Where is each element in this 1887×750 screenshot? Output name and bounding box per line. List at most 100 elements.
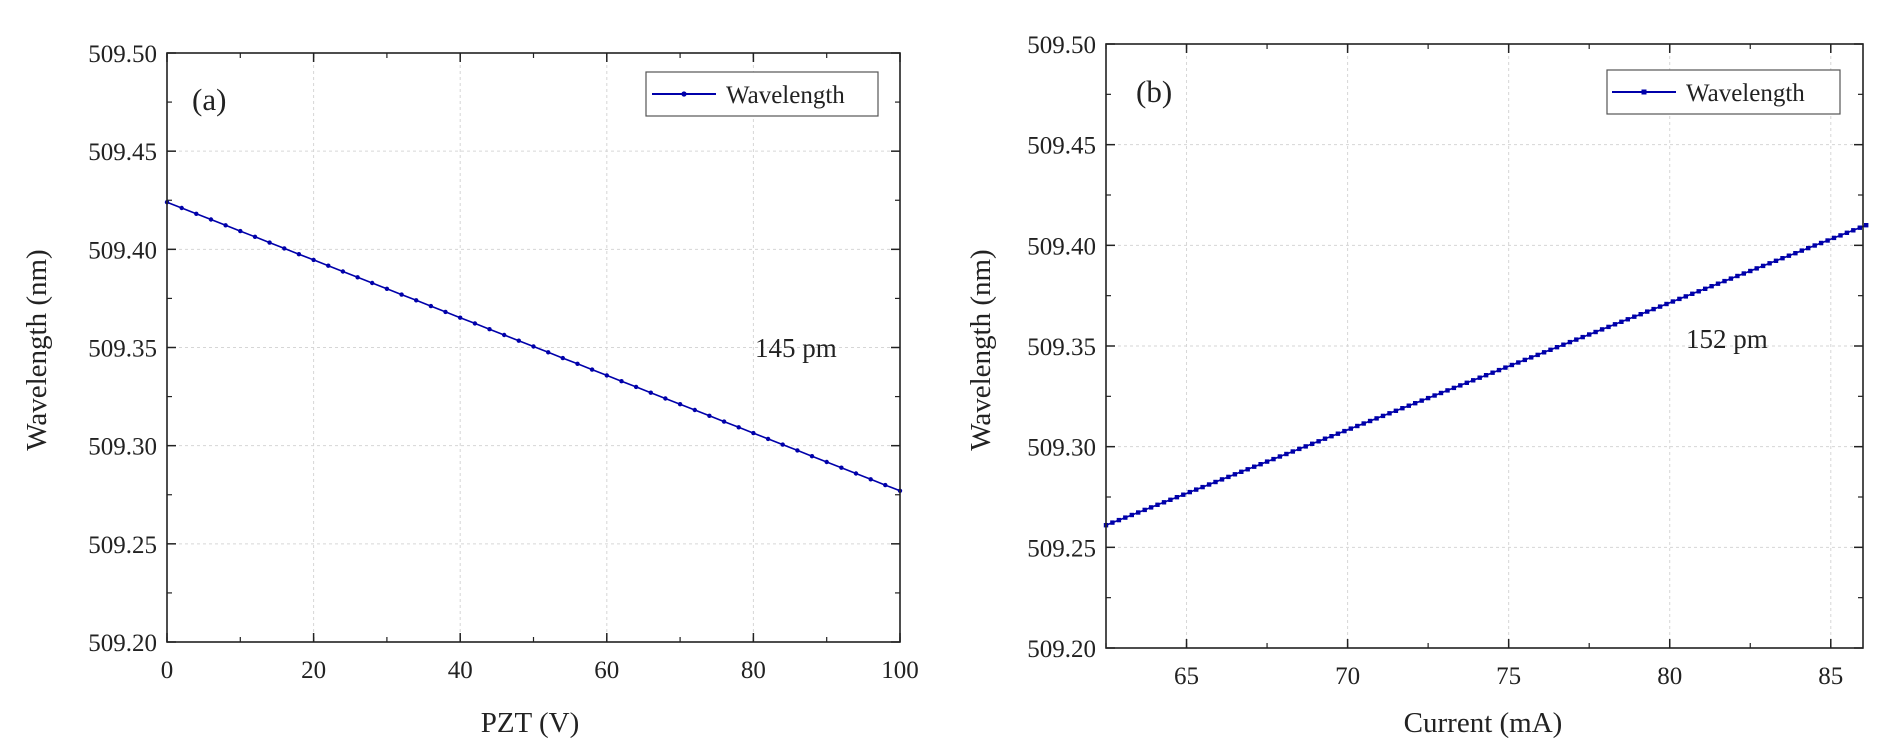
data-point-b <box>1818 240 1824 246</box>
data-point-b <box>1522 357 1527 363</box>
y-axis-label-b: Wavelength (nm) <box>965 249 997 450</box>
data-point-a <box>677 402 683 407</box>
data-point-a <box>311 257 316 263</box>
data-point-b <box>1677 296 1682 302</box>
data-point-b <box>1413 401 1418 406</box>
data-point-b <box>1780 256 1785 261</box>
data-point-b <box>1451 385 1457 391</box>
data-point-b <box>1638 312 1643 317</box>
data-point-b <box>1728 276 1734 281</box>
data-point-b <box>1181 492 1186 497</box>
data-point-a <box>575 361 580 366</box>
data-point-a <box>355 275 360 280</box>
data-point-b <box>1400 406 1405 411</box>
data-point-b <box>1529 355 1534 360</box>
data-point-b <box>1838 233 1843 238</box>
data-point-b <box>1161 500 1167 505</box>
data-point-b <box>1767 261 1772 266</box>
data-point-b <box>1329 434 1334 439</box>
annotation-a: 145 pm <box>755 333 837 363</box>
data-point-b <box>1361 421 1366 426</box>
data-point-b <box>1812 243 1817 248</box>
data-point-b <box>1825 238 1830 243</box>
x-tick-label-a: 60 <box>594 657 619 684</box>
data-point-b <box>1297 446 1302 452</box>
data-point-b <box>1786 253 1792 258</box>
data-point-b <box>1703 286 1708 291</box>
data-point-b <box>1593 329 1598 335</box>
data-point-b <box>1148 505 1154 510</box>
data-point-b <box>1335 431 1341 436</box>
data-point-b <box>1464 380 1469 385</box>
y-tick-label-a: 509.45 <box>88 139 157 166</box>
data-point-a <box>326 263 331 268</box>
data-point-b <box>1773 258 1779 263</box>
data-point-b <box>1187 489 1192 495</box>
panel-label-a: (a) <box>192 82 226 117</box>
data-point-b <box>1735 273 1740 279</box>
y-tick-label-a: 509.40 <box>88 237 157 264</box>
data-point-b <box>1258 462 1263 467</box>
data-point-b <box>1471 378 1476 383</box>
data-point-b <box>1206 482 1212 487</box>
data-point-a <box>853 471 859 476</box>
data-point-b <box>1754 266 1759 271</box>
data-point-b <box>1380 413 1386 419</box>
data-point-b <box>1632 314 1637 319</box>
annotation-b: 152 pm <box>1686 324 1768 354</box>
data-point-b <box>1760 263 1766 269</box>
data-point-b <box>1599 327 1605 332</box>
y-tick-label-a: 509.30 <box>88 434 157 461</box>
data-point-b <box>1690 291 1695 296</box>
data-point-b <box>1503 365 1508 370</box>
x-tick-label-a: 0 <box>161 657 174 684</box>
data-point-b <box>1425 395 1431 401</box>
data-point-b <box>1252 464 1257 469</box>
y-tick-label-b: 509.30 <box>1027 435 1096 462</box>
data-point-a <box>765 436 771 442</box>
data-point-b <box>1799 248 1804 253</box>
x-tick-label-a: 40 <box>448 657 473 684</box>
data-point-b <box>1264 459 1270 464</box>
data-point-b <box>1245 467 1250 472</box>
data-point-b <box>1239 469 1244 474</box>
data-point-b <box>1587 332 1592 337</box>
data-point-b <box>1110 520 1115 525</box>
data-point-b <box>1612 322 1618 327</box>
data-point-a <box>399 292 404 297</box>
legend-marker-a <box>681 91 687 97</box>
data-point-a <box>546 350 551 355</box>
data-point-b <box>1232 472 1238 477</box>
data-point-b <box>1219 477 1225 482</box>
data-point-a <box>296 252 302 257</box>
data-point-a <box>751 430 756 436</box>
data-point-a <box>883 482 888 488</box>
y-tick-label-b: 509.40 <box>1027 233 1096 260</box>
data-point-b <box>1226 474 1231 480</box>
data-point-b <box>1348 426 1353 431</box>
data-point-b <box>1561 342 1566 347</box>
data-point-b <box>1432 393 1437 398</box>
data-point-a <box>721 419 727 424</box>
data-point-a <box>795 448 800 453</box>
x-tick-label-a: 20 <box>301 657 326 684</box>
data-point-b <box>1722 278 1727 284</box>
data-point-b <box>1342 428 1347 434</box>
data-point-b <box>1445 388 1450 393</box>
data-point-b <box>1741 271 1746 276</box>
plot-frame-b <box>1105 43 1864 649</box>
data-point-b <box>1831 235 1837 241</box>
data-point-b <box>1406 403 1411 408</box>
data-point-a <box>414 298 419 303</box>
data-point-b <box>1844 230 1850 235</box>
data-point-b <box>1541 350 1547 355</box>
data-point-a <box>619 379 624 384</box>
data-point-b <box>1554 345 1560 350</box>
y-tick-label-a: 509.35 <box>88 336 157 363</box>
data-point-a <box>384 286 390 291</box>
data-point-b <box>1748 268 1753 274</box>
data-point-b <box>1123 515 1128 520</box>
data-point-b <box>1155 502 1160 507</box>
data-point-b <box>1277 454 1283 459</box>
data-point-b <box>1509 362 1515 368</box>
